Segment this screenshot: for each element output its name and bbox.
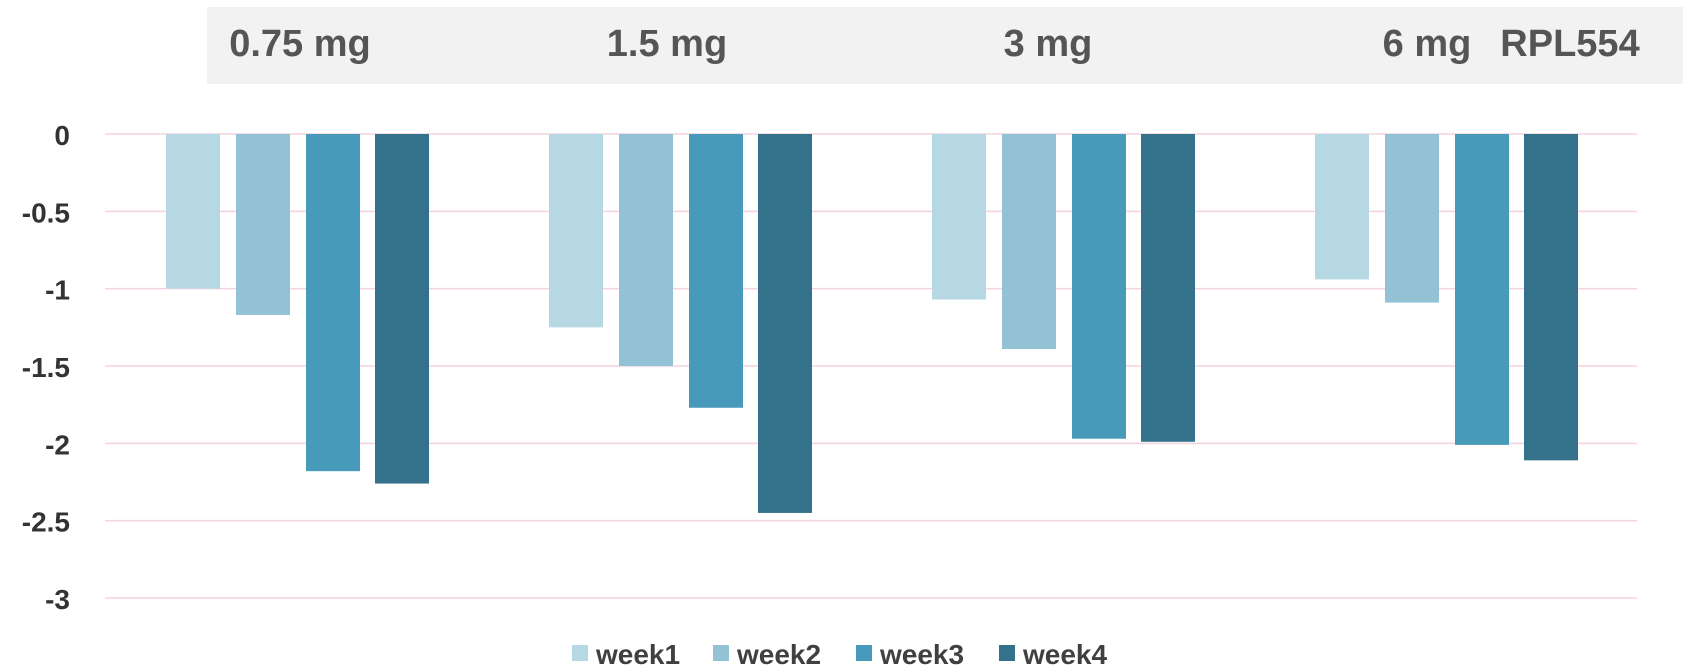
y-tick-label: -0.5 — [22, 197, 70, 228]
bar-week4 — [375, 134, 429, 484]
y-tick-label: 0 — [54, 120, 70, 151]
category-label: 1.5 mg — [607, 23, 727, 65]
legend-label: week2 — [736, 639, 821, 670]
gridlines — [105, 133, 1637, 599]
legend-label: week4 — [1022, 639, 1107, 670]
bar-week3 — [689, 134, 743, 408]
bar-week1 — [932, 134, 986, 300]
bar-week1 — [549, 134, 603, 328]
category-header-band — [207, 7, 1683, 84]
bar-week3 — [1072, 134, 1126, 439]
bar-week1 — [1315, 134, 1369, 280]
legend-swatch — [572, 645, 588, 661]
y-tick-label: -3 — [45, 584, 70, 615]
legend-label: week1 — [595, 639, 680, 670]
legend-swatch — [713, 645, 729, 661]
legend: week1 week2 week3 week4 — [572, 639, 1107, 670]
category-label: 3 mg — [1004, 23, 1093, 65]
bars — [166, 134, 1578, 513]
bar-week3 — [1455, 134, 1509, 445]
bar-week4 — [1524, 134, 1578, 461]
y-tick-label: -2.5 — [22, 507, 70, 538]
bar-week2 — [1002, 134, 1056, 349]
y-tick-label: -1 — [45, 275, 70, 306]
bar-week4 — [1141, 134, 1195, 442]
legend-swatch — [999, 645, 1015, 661]
category-labels: 0.75 mg 1.5 mg 3 mg 6 mg — [229, 23, 1471, 65]
category-label: 0.75 mg — [229, 23, 371, 65]
bar-week2 — [619, 134, 673, 366]
y-tick-label: -1.5 — [22, 352, 70, 383]
bar-week1 — [166, 134, 220, 289]
y-axis-tick-labels: 0 -0.5 -1 -1.5 -2 -2.5 -3 — [22, 120, 70, 615]
bar-week2 — [236, 134, 290, 315]
bar-week2 — [1385, 134, 1439, 303]
legend-label: week3 — [879, 639, 964, 670]
legend-swatch — [856, 645, 872, 661]
bar-week4 — [758, 134, 812, 513]
bar-week3 — [306, 134, 360, 472]
category-label: 6 mg — [1383, 23, 1472, 65]
y-tick-label: -2 — [45, 429, 70, 460]
header-label: RPL554 — [1500, 23, 1639, 65]
